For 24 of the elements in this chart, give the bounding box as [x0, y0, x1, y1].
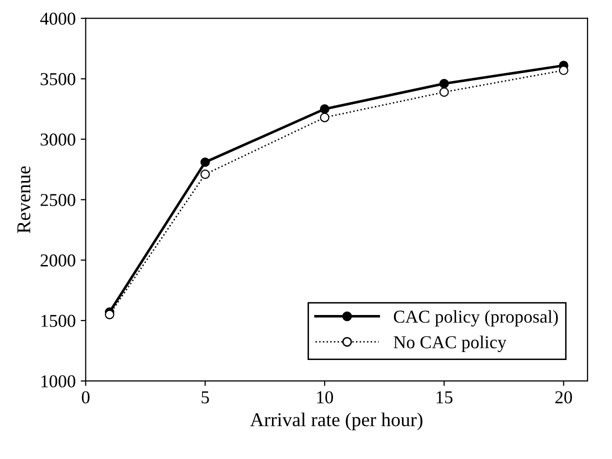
point — [320, 104, 330, 114]
point — [439, 78, 449, 88]
y-tick-label: 3000 — [40, 133, 76, 146]
legend-label: CAC policy (proposal) — [394, 310, 558, 327]
y-axis-title: Revenue — [17, 166, 30, 234]
y-tick-label: 1000 — [41, 375, 76, 388]
y-tick-label: 1500 — [41, 314, 76, 327]
y-tick-label: 2500 — [40, 194, 76, 206]
legend-label: No CAC policy — [394, 336, 506, 352]
x-axis-title: Arrival rate (per hour) — [250, 412, 422, 430]
point — [104, 310, 114, 320]
x-tick-label: 0 — [82, 391, 90, 404]
x-tick-label: 10 — [317, 391, 333, 404]
point — [200, 170, 210, 180]
y-tick-label: 4000 — [40, 12, 76, 25]
point — [200, 157, 210, 167]
x-tick-label: 15 — [436, 391, 452, 404]
point — [439, 87, 449, 97]
y-tick-label: 2000 — [40, 254, 76, 267]
y-tick-label: 3500 — [40, 73, 76, 86]
point — [558, 66, 568, 76]
x-tick-label: 5 — [202, 391, 209, 404]
x-tick-label: 20 — [555, 391, 572, 404]
point — [320, 112, 330, 122]
